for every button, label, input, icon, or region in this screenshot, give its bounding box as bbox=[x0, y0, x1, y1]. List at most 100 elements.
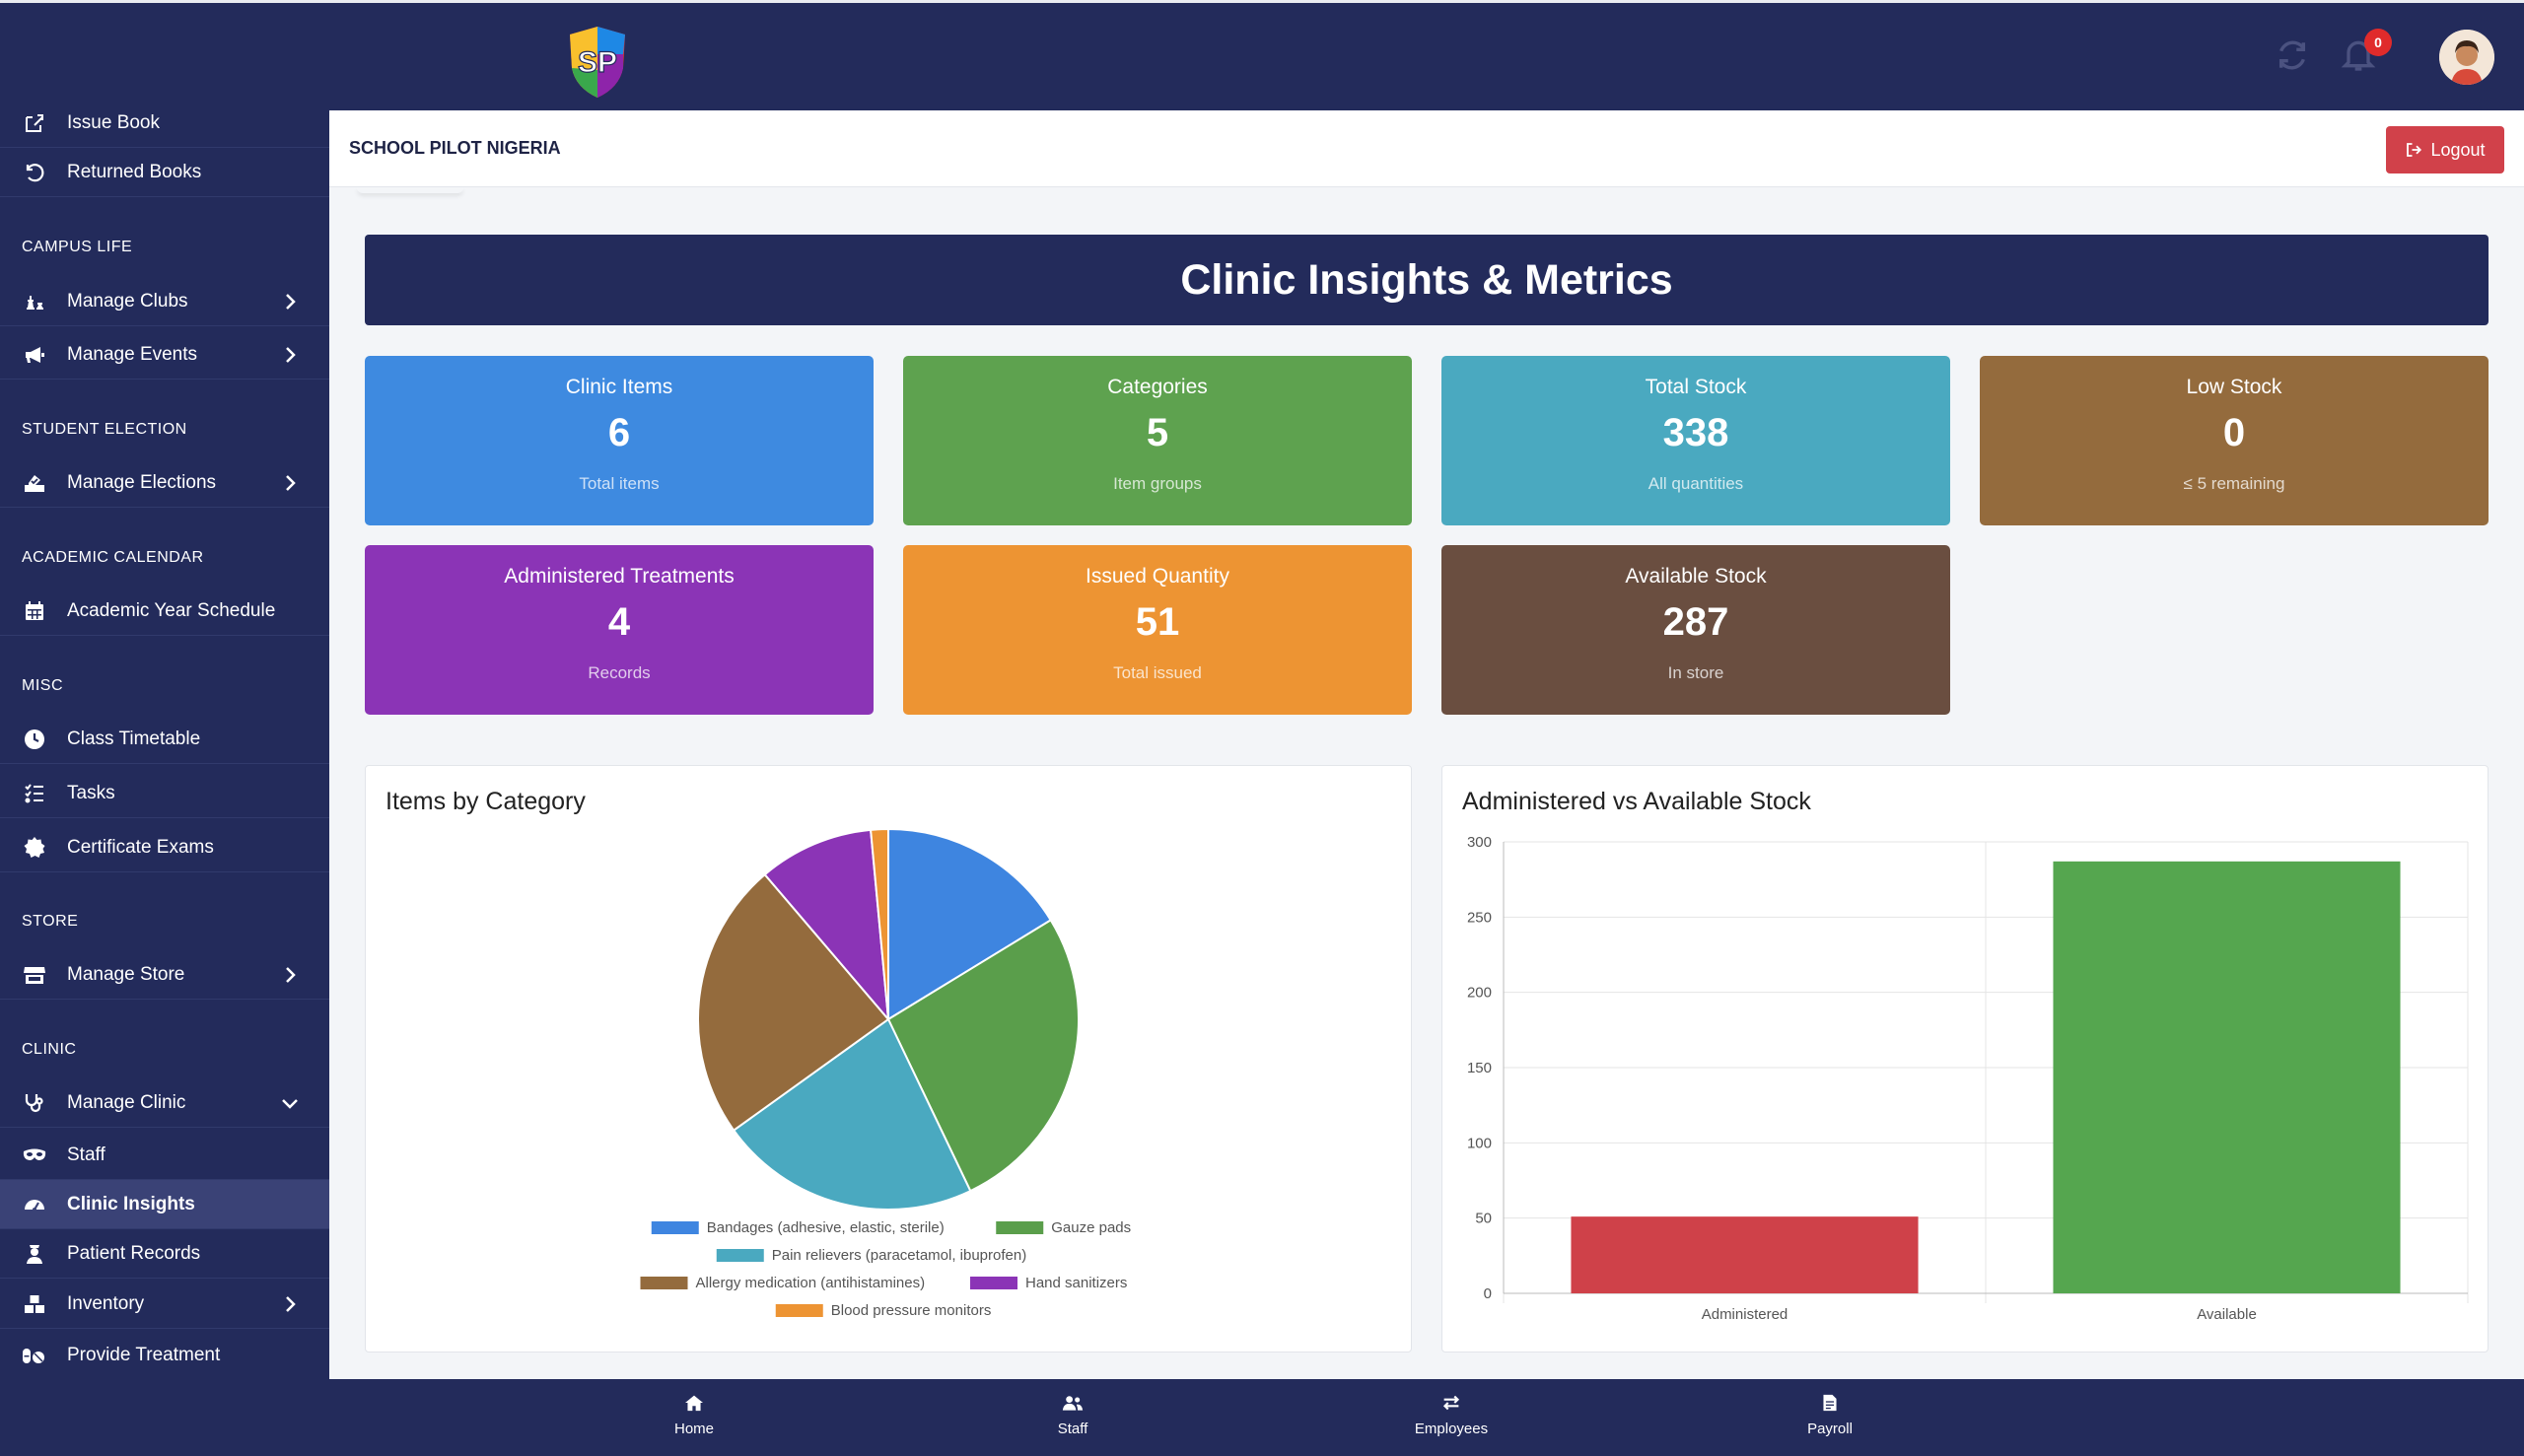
sidebar-item-academic-year-schedule[interactable]: Academic Year Schedule bbox=[0, 587, 329, 636]
calendar-icon bbox=[22, 598, 47, 624]
stat-card-title: Total Stock bbox=[1645, 376, 1747, 398]
sidebar-item-inventory[interactable]: Inventory bbox=[0, 1280, 329, 1329]
boxes-icon bbox=[22, 1291, 47, 1317]
sidebar-item-label: Clinic Insights bbox=[67, 1193, 195, 1214]
bottom-nav-label: Payroll bbox=[1807, 1421, 1853, 1437]
store-icon bbox=[22, 962, 47, 988]
sidebar-item-patient-records[interactable]: Patient Records bbox=[0, 1229, 329, 1279]
stat-card-value: 4 bbox=[607, 600, 631, 644]
bullhorn-icon bbox=[22, 342, 47, 368]
bottom-nav-staff[interactable]: Staff bbox=[1014, 1391, 1132, 1437]
pie-slice[interactable] bbox=[732, 1017, 972, 1211]
stat-card-subtitle: Records bbox=[588, 663, 651, 682]
sidebar-item-label: Manage Clinic bbox=[67, 1091, 186, 1113]
stat-card-subtitle: Item groups bbox=[1113, 474, 1202, 493]
sidebar-item-manage-clubs[interactable]: Manage Clubs bbox=[0, 277, 329, 326]
school-name: SCHOOL PILOT NIGERIA bbox=[349, 138, 561, 158]
legend-label: Pain relievers (paracetamol, ibuprofen) bbox=[772, 1247, 1026, 1264]
stat-card-clinic-items: Clinic Items 6 Total items bbox=[365, 356, 874, 525]
school-pilot-logo[interactable]: SP bbox=[564, 25, 631, 100]
section-title-student-election: STUDENT ELECTION bbox=[22, 421, 187, 438]
stat-card-categories: Categories 5 Item groups bbox=[903, 356, 1412, 525]
administered-vs-available-bar-chart: 0 50 100 150 200 250 300 Administered Available bbox=[1467, 834, 2469, 1323]
chevron-right-icon bbox=[286, 474, 296, 491]
bottom-nav-payroll[interactable]: Payroll bbox=[1771, 1391, 1889, 1437]
legend-label: Blood pressure monitors bbox=[831, 1302, 992, 1319]
sidebar-item-manage-elections[interactable]: Manage Elections bbox=[0, 458, 329, 508]
stat-card-subtitle: Total issued bbox=[1113, 663, 1202, 682]
sidebar-item-label: Academic Year Schedule bbox=[67, 599, 276, 621]
legend-item[interactable]: Allergy medication (antihistamines) bbox=[640, 1275, 926, 1291]
legend-item[interactable]: Blood pressure monitors bbox=[775, 1302, 992, 1319]
chess-icon bbox=[22, 289, 47, 314]
y-tick-label: 0 bbox=[1484, 1285, 1492, 1302]
y-tick-label: 300 bbox=[1467, 834, 1492, 851]
legend-item[interactable]: Pain relievers (paracetamol, ibuprofen) bbox=[716, 1247, 1026, 1264]
bell-icon[interactable] bbox=[2339, 35, 2378, 74]
sidebar-item-label: Manage Clubs bbox=[67, 290, 188, 312]
sidebar-item-label: Returned Books bbox=[67, 161, 202, 182]
stat-card-title: Administered Treatments bbox=[504, 565, 735, 588]
stat-card-subtitle: In store bbox=[1667, 663, 1724, 682]
sidebar-item-label: Class Timetable bbox=[67, 728, 201, 749]
stat-card-value: 6 bbox=[607, 411, 631, 454]
sidebar-item-label: Certificate Exams bbox=[67, 836, 214, 858]
sidebar-item-manage-events[interactable]: Manage Events bbox=[0, 330, 329, 380]
sidebar-item-staff[interactable]: Staff bbox=[0, 1131, 329, 1180]
user-avatar[interactable] bbox=[2439, 30, 2494, 85]
stat-card-value: 51 bbox=[1135, 600, 1180, 644]
items-by-category-pie-chart: Bandages (adhesive, elastic, sterile) Gau… bbox=[640, 827, 1131, 1319]
home-icon bbox=[685, 1395, 703, 1412]
pie-slice[interactable] bbox=[763, 828, 890, 1023]
stat-card-value: 338 bbox=[1662, 411, 1729, 454]
bar[interactable] bbox=[1571, 1216, 1919, 1293]
gauge-icon bbox=[22, 1192, 47, 1217]
sidebar-item-label: Staff bbox=[67, 1144, 105, 1165]
logout-button[interactable]: Logout bbox=[2386, 126, 2504, 173]
stat-card-title: Low Stock bbox=[2186, 376, 2282, 398]
sidebar-item-class-timetable[interactable]: Class Timetable bbox=[0, 715, 329, 764]
bar[interactable] bbox=[2053, 861, 2401, 1293]
refresh-icon[interactable] bbox=[2276, 38, 2309, 72]
pie-slice[interactable] bbox=[886, 919, 1080, 1193]
bottom-nav-employees[interactable]: Employees bbox=[1392, 1391, 1510, 1437]
sidebar-item-label: Provide Treatment bbox=[67, 1344, 221, 1365]
chevron-right-icon bbox=[286, 1295, 296, 1312]
sidebar-item-label: Inventory bbox=[67, 1292, 145, 1314]
bottom-nav-home[interactable]: Home bbox=[635, 1391, 753, 1437]
stat-card-low-stock: Low Stock 0 ≤ 5 remaining bbox=[1980, 356, 2489, 525]
chart-title: Administered vs Available Stock bbox=[1462, 788, 1811, 815]
stat-card-subtitle: Total items bbox=[579, 474, 660, 493]
legend-swatch bbox=[996, 1221, 1044, 1234]
chevron-right-icon bbox=[286, 293, 296, 310]
pie-slice[interactable] bbox=[887, 827, 1053, 1021]
legend-item[interactable]: Hand sanitizers bbox=[970, 1275, 1127, 1291]
stat-card-title: Issued Quantity bbox=[1086, 565, 1229, 588]
undo-icon bbox=[22, 160, 47, 185]
y-tick-label: 100 bbox=[1467, 1135, 1492, 1151]
exchange-icon bbox=[1442, 1395, 1460, 1411]
sidebar-item-label: Manage Store bbox=[67, 963, 185, 985]
sidebar-item-clinic-insights[interactable]: Clinic Insights bbox=[0, 1180, 329, 1229]
sidebar-item-manage-store[interactable]: Manage Store bbox=[0, 950, 329, 1000]
bottom-navigation: Home Staff Employees Payroll bbox=[0, 1379, 2524, 1456]
sidebar-item-tasks[interactable]: Tasks bbox=[0, 769, 329, 818]
pie-slice[interactable] bbox=[869, 827, 889, 1020]
sidebar-item-certificate-exams[interactable]: Certificate Exams bbox=[0, 823, 329, 872]
y-tick-label: 50 bbox=[1475, 1211, 1492, 1227]
legend-swatch bbox=[970, 1277, 1017, 1289]
sign-out-icon bbox=[2407, 143, 2422, 157]
pie-slice[interactable] bbox=[697, 872, 890, 1132]
sidebar-item-issue-book[interactable]: Issue Book bbox=[0, 110, 329, 148]
file-invoice-icon bbox=[1823, 1394, 1837, 1412]
pie-chart-panel: Items by Category Bandages (adhesive, el… bbox=[365, 765, 1412, 1352]
user-nurse-icon bbox=[22, 1241, 47, 1267]
chevron-down-icon bbox=[282, 1098, 298, 1109]
sidebar-item-manage-clinic[interactable]: Manage Clinic bbox=[0, 1078, 329, 1128]
sidebar-item-provide-treatment[interactable]: Provide Treatment bbox=[0, 1331, 329, 1379]
chart-title: Items by Category bbox=[386, 788, 586, 815]
edit-icon bbox=[22, 110, 47, 136]
legend-item[interactable]: Bandages (adhesive, elastic, sterile) bbox=[651, 1219, 945, 1236]
sidebar-item-returned-books[interactable]: Returned Books bbox=[0, 148, 329, 197]
legend-item[interactable]: Gauze pads bbox=[996, 1219, 1131, 1236]
